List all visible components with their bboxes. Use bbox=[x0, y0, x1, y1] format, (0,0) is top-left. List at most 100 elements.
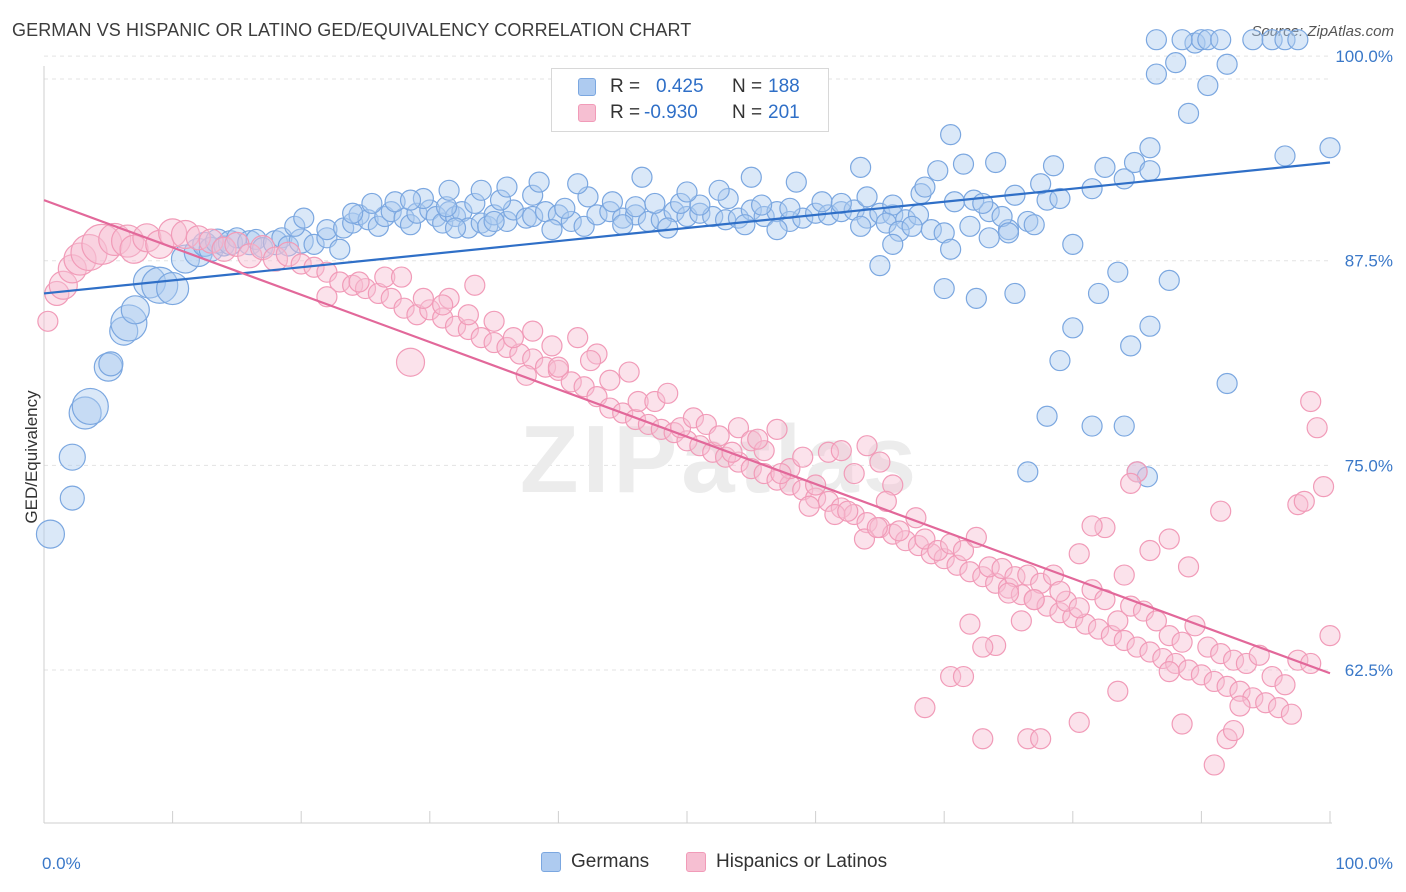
y-tick-label: 62.5% bbox=[1345, 661, 1393, 680]
german-point bbox=[1094, 156, 1116, 178]
german-point bbox=[991, 205, 1013, 228]
stats-swatch-blue bbox=[578, 78, 596, 96]
source-label: Source: ZipAtlas.com bbox=[1251, 23, 1394, 40]
german-point bbox=[432, 212, 454, 234]
german-point bbox=[1210, 29, 1232, 51]
german-point bbox=[470, 179, 492, 201]
german-point bbox=[1197, 74, 1219, 97]
y-tick-label: 75.0% bbox=[1345, 456, 1393, 475]
hispanic-point bbox=[1229, 680, 1251, 702]
hispanic-point bbox=[856, 512, 878, 534]
german-point bbox=[59, 485, 85, 511]
german-point bbox=[952, 153, 975, 175]
german-point bbox=[141, 266, 179, 304]
hispanic-point bbox=[502, 327, 524, 349]
hispanic-point bbox=[1113, 629, 1135, 652]
hispanic-point bbox=[1113, 564, 1135, 586]
german-point bbox=[1062, 317, 1084, 339]
hispanic-point bbox=[1075, 613, 1097, 635]
german-point bbox=[985, 151, 1007, 174]
german-point bbox=[882, 233, 904, 255]
german-point bbox=[830, 192, 852, 215]
hispanic-point bbox=[708, 425, 730, 447]
german-point bbox=[888, 220, 910, 242]
hispanic-point bbox=[354, 277, 377, 300]
german-point bbox=[1261, 29, 1283, 51]
german-point bbox=[933, 222, 955, 244]
legend-item-germans[interactable]: Germans bbox=[541, 851, 649, 873]
hispanic-point bbox=[1255, 692, 1277, 714]
german-point bbox=[920, 219, 942, 241]
german-point bbox=[601, 191, 624, 213]
german-point bbox=[1216, 53, 1238, 75]
hispanic-point bbox=[560, 371, 582, 393]
german-point bbox=[554, 197, 576, 219]
hispanic-point bbox=[393, 297, 415, 319]
chart-title: GERMAN VS HISPANIC OR LATINO GED/EQUIVAL… bbox=[12, 20, 692, 40]
r-label: R = bbox=[610, 102, 641, 123]
hispanic-point bbox=[1158, 528, 1180, 550]
german-point bbox=[717, 187, 739, 210]
german-point bbox=[850, 215, 872, 237]
german-point bbox=[522, 205, 544, 228]
german-point bbox=[384, 191, 406, 213]
hispanic-point bbox=[432, 294, 454, 316]
hispanic-point bbox=[541, 335, 563, 357]
hispanic-point bbox=[1126, 636, 1148, 658]
hispanic-point bbox=[1287, 494, 1309, 516]
german-point bbox=[657, 217, 679, 239]
hispanic-point bbox=[991, 557, 1013, 580]
hispanic-point bbox=[145, 229, 175, 259]
german-point bbox=[940, 124, 962, 146]
legend-item-hispanics[interactable]: Hispanics or Latinos bbox=[686, 851, 887, 873]
n-label: N = bbox=[732, 76, 763, 97]
hispanic-point bbox=[940, 665, 962, 688]
german-point bbox=[277, 235, 299, 257]
hispanic-point bbox=[1203, 670, 1225, 693]
german-point bbox=[435, 196, 458, 218]
german-point bbox=[567, 173, 589, 195]
german-point bbox=[399, 214, 422, 236]
hispanic-point bbox=[624, 408, 647, 431]
german-point bbox=[120, 295, 150, 325]
hispanic-point bbox=[1158, 625, 1180, 647]
hispanic-point bbox=[1242, 687, 1264, 709]
german-point bbox=[1113, 415, 1135, 437]
hispanic-point bbox=[824, 503, 846, 526]
hispanic-point bbox=[457, 318, 479, 341]
hispanic-point bbox=[959, 613, 981, 635]
hispanic-point bbox=[1139, 539, 1161, 562]
hispanic-point bbox=[1197, 636, 1219, 658]
german-point bbox=[399, 189, 422, 211]
german-point bbox=[676, 181, 698, 203]
german-point bbox=[689, 202, 711, 224]
german-point bbox=[1145, 63, 1167, 85]
hispanic-point bbox=[329, 271, 351, 293]
german-point bbox=[288, 228, 314, 254]
hispanic-point bbox=[644, 390, 666, 413]
german-point bbox=[750, 194, 773, 216]
german-point bbox=[237, 230, 263, 256]
hispanic-point bbox=[81, 223, 123, 265]
hispanic-point bbox=[1235, 652, 1258, 675]
hispanic-point bbox=[637, 413, 660, 436]
hispanic-point bbox=[1280, 703, 1303, 725]
german-point bbox=[1004, 282, 1026, 305]
german-point bbox=[1190, 29, 1213, 51]
german-point bbox=[1087, 282, 1110, 305]
r-value: -0.930 bbox=[644, 102, 698, 123]
german-point bbox=[361, 192, 383, 215]
axes bbox=[43, 66, 1332, 824]
hispanic-point bbox=[1107, 610, 1129, 632]
hispanic-point bbox=[1229, 695, 1251, 717]
german-point bbox=[856, 186, 878, 208]
german-point bbox=[58, 443, 86, 471]
hispanic-point bbox=[70, 233, 108, 272]
hispanic-point bbox=[509, 343, 531, 365]
german-point bbox=[1030, 173, 1052, 195]
hispanic-point bbox=[98, 222, 132, 257]
german-point bbox=[316, 219, 338, 241]
hispanic-point bbox=[390, 266, 413, 288]
hispanic-point bbox=[1222, 649, 1245, 671]
hispanic-point bbox=[997, 577, 1020, 599]
